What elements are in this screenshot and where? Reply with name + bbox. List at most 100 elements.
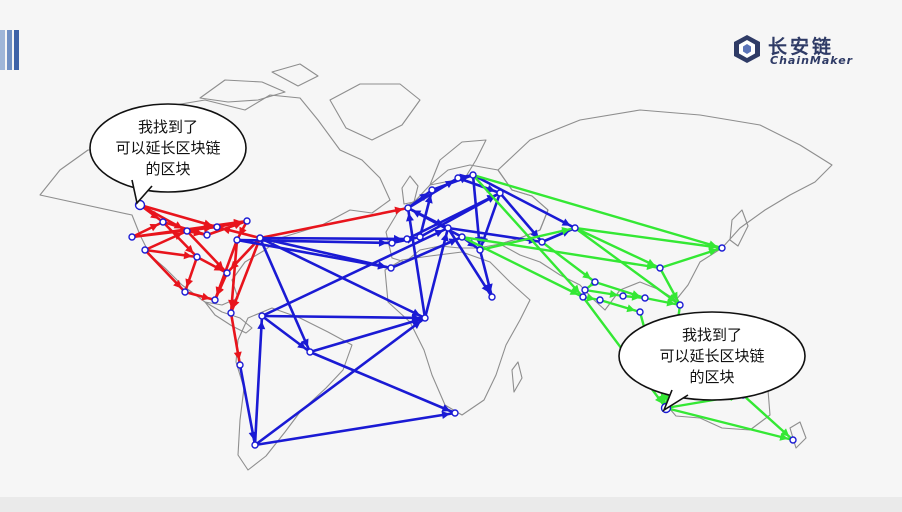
network-node-n10 bbox=[223, 269, 231, 277]
network-node-n32 bbox=[458, 233, 466, 241]
network-node-n44 bbox=[676, 301, 684, 309]
slide-accent-bar bbox=[0, 30, 20, 70]
red-arrowhead bbox=[221, 226, 231, 235]
blue-arrowhead bbox=[257, 320, 266, 330]
britain-outline bbox=[401, 175, 419, 205]
blue-link-n13-n25 bbox=[235, 238, 393, 270]
blue-arrowhead bbox=[486, 184, 496, 193]
blue-link-n31-n36 bbox=[446, 226, 494, 299]
green-arrowhead bbox=[646, 258, 656, 267]
blue-arrowhead bbox=[441, 404, 451, 412]
bubble-right-line-2: 可以延长区块链 bbox=[659, 347, 765, 365]
network-node-n49 bbox=[596, 296, 604, 304]
arctic-islands-outline bbox=[199, 63, 319, 103]
network-node-n3 bbox=[141, 246, 149, 254]
network-node-n31 bbox=[444, 224, 452, 232]
network-node-n4 bbox=[159, 218, 167, 226]
speech-bubble-right bbox=[618, 311, 806, 412]
blue-arrowhead bbox=[412, 210, 422, 218]
network-node-n7 bbox=[213, 223, 221, 231]
green-arrowhead bbox=[779, 432, 789, 441]
central-america-outline bbox=[204, 301, 253, 334]
network-node-n2 bbox=[128, 233, 136, 241]
japan-outline bbox=[729, 209, 749, 247]
blue-link-n16-n31 bbox=[260, 226, 450, 318]
new-zealand-outline bbox=[789, 421, 807, 449]
network-node-n25 bbox=[387, 264, 395, 272]
network-node-n22 bbox=[404, 204, 412, 212]
red-arrowhead bbox=[183, 251, 193, 260]
blue-arrowhead bbox=[406, 212, 414, 222]
blue-arrowhead bbox=[434, 229, 444, 238]
blue-arrowhead bbox=[301, 338, 309, 348]
green-arrowhead bbox=[708, 242, 718, 251]
logo-english-text: ChainMaker bbox=[770, 54, 854, 67]
red-arrowhead bbox=[201, 292, 211, 301]
network-node-n9 bbox=[193, 253, 201, 261]
green-arrowhead bbox=[586, 293, 596, 302]
bubble-right-line-1: 我找到了 bbox=[681, 326, 742, 344]
green-link-n35-n38 bbox=[573, 226, 662, 270]
blue-arrowhead bbox=[377, 261, 387, 270]
bubble-left-line-1: 我找到了 bbox=[137, 118, 198, 136]
speech-bubble-left bbox=[89, 103, 247, 205]
green-arrowhead bbox=[626, 304, 636, 313]
green-link-n29-n37 bbox=[471, 173, 724, 250]
network-node-n12 bbox=[211, 296, 219, 304]
red-arrowhead bbox=[173, 279, 182, 289]
network-node-n47 bbox=[789, 436, 797, 444]
red-arrowhead bbox=[215, 260, 224, 270]
greenland-outline bbox=[329, 83, 421, 141]
chainmaker-logo: 长安链 ChainMaker bbox=[732, 30, 882, 70]
network-node-n27 bbox=[428, 186, 436, 194]
green-arrowhead bbox=[571, 284, 580, 294]
green-link-n32-n38 bbox=[460, 235, 662, 270]
green-arrowhead bbox=[655, 395, 664, 404]
network-node-n15 bbox=[227, 309, 235, 317]
network-node-n48 bbox=[581, 286, 589, 294]
bubble-left-line-3: 的区块 bbox=[145, 160, 191, 178]
blue-link-n26-n30 bbox=[418, 191, 502, 239]
green-arrowhead bbox=[670, 291, 678, 301]
red-arrowhead bbox=[149, 224, 159, 232]
bubble-right-line-3: 的区块 bbox=[689, 368, 735, 386]
green-link-n33-n35 bbox=[478, 226, 577, 252]
blue-link-n14-n18 bbox=[258, 236, 312, 354]
red-arrowhead bbox=[394, 206, 404, 215]
network-node-n17 bbox=[236, 361, 244, 369]
network-node-n43 bbox=[641, 294, 649, 302]
network-node-n23 bbox=[388, 239, 396, 247]
bubble-left-line-2: 可以延长区块链 bbox=[115, 139, 221, 157]
red-link-n1-n7 bbox=[138, 203, 219, 229]
blue-arrowhead bbox=[297, 341, 306, 349]
blue-arrowhead bbox=[419, 193, 428, 201]
green-arrowhead bbox=[561, 227, 571, 235]
network-node-n34 bbox=[538, 238, 546, 246]
red-arrowhead bbox=[185, 278, 193, 288]
blue-arrowhead bbox=[467, 239, 476, 248]
network-node-n16 bbox=[258, 312, 266, 320]
blue-link-n14-n24 bbox=[258, 236, 409, 241]
blue-link-n16-n21 bbox=[260, 314, 427, 320]
network-node-n41 bbox=[619, 292, 627, 300]
red-arrowhead bbox=[233, 351, 242, 361]
blue-arrowhead bbox=[484, 283, 493, 293]
logo-chinese-text: 长安链 bbox=[768, 36, 835, 58]
green-arrowhead bbox=[609, 290, 619, 298]
network-node-n24 bbox=[403, 235, 411, 243]
chainmaker-cube-icon bbox=[734, 35, 760, 63]
red-arrowhead bbox=[228, 299, 237, 309]
green-link-n35-n37 bbox=[573, 226, 724, 250]
network-node-n11 bbox=[181, 288, 189, 296]
network-node-n8 bbox=[243, 217, 251, 225]
blue-arrowhead bbox=[440, 232, 449, 242]
network-node-n14 bbox=[256, 234, 264, 242]
network-node-n20 bbox=[451, 409, 459, 417]
green-link-n45-n47 bbox=[664, 406, 795, 442]
madagascar-outline bbox=[511, 361, 523, 393]
red-arrowhead bbox=[185, 244, 194, 254]
africa-outline bbox=[384, 251, 531, 416]
network-node-n35 bbox=[571, 224, 579, 232]
network-node-n30 bbox=[496, 189, 504, 197]
network-node-n6 bbox=[203, 231, 211, 239]
